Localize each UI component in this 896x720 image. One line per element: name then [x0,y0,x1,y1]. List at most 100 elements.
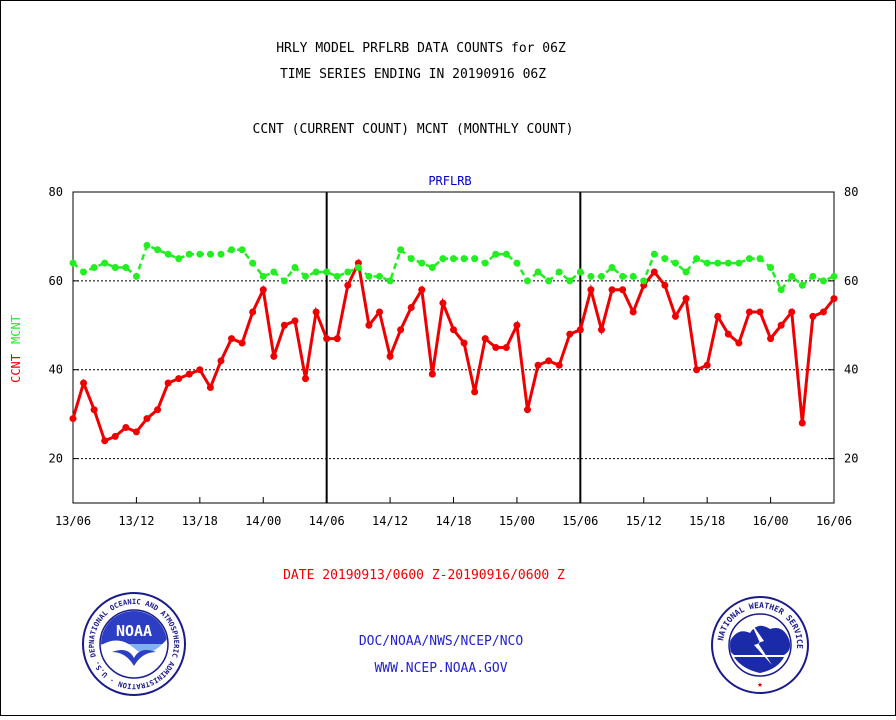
x-tick-label: 15/18 [689,514,725,528]
y-tick-label-right: 80 [844,185,858,199]
data-point-ccnt [418,286,426,294]
data-point-mcnt [132,272,140,280]
data-point-mcnt [830,272,838,280]
data-point-ccnt [735,339,743,347]
x-tick-label: 13/12 [118,514,154,528]
data-point-ccnt [365,321,373,329]
data-point-ccnt [587,286,595,294]
data-point-mcnt [111,264,119,272]
data-point-ccnt [693,366,701,374]
svg-text:★: ★ [757,680,763,690]
data-point-ccnt [407,304,415,312]
data-point-mcnt [629,272,637,280]
series-ccnt [69,258,838,445]
data-point-mcnt [745,255,753,263]
x-tick-label: 14/18 [435,514,471,528]
series-mcnt [69,241,838,294]
data-point-mcnt [228,246,236,254]
data-point-ccnt [830,295,838,303]
data-point-ccnt [386,352,394,360]
footer-org[interactable]: DOC/NOAA/NWS/NCEP/NCO [359,634,524,649]
x-tick-label: 15/00 [499,514,535,528]
data-point-mcnt [693,255,701,263]
data-point-mcnt [545,277,553,285]
data-point-ccnt [291,317,299,325]
data-point-mcnt [196,250,204,258]
data-point-ccnt [270,352,278,360]
title-line-1: HRLY MODEL PRFLRB DATA COUNTS for 06Z [276,41,566,56]
data-point-ccnt [661,281,669,289]
data-point-ccnt [132,428,140,436]
data-point-ccnt [206,383,214,391]
data-point-mcnt [80,268,88,276]
data-point-ccnt [312,308,320,316]
data-point-mcnt [597,272,605,280]
axis-ticks: 20 20 40 40 60 60 80 80 13/06 13/12 13/18 14/00 14/0… [49,185,859,528]
data-point-mcnt [238,246,246,254]
footer-url[interactable]: WWW.NCEP.NOAA.GOV [374,661,507,676]
data-point-mcnt [492,250,500,258]
data-point-ccnt [302,375,310,383]
data-point-mcnt [502,250,510,258]
data-point-mcnt [767,264,775,272]
data-point-ccnt [566,330,574,338]
data-point-ccnt [671,312,679,320]
y-axis-label-ccnt: CCNT [9,354,23,383]
data-point-ccnt [629,308,637,316]
data-point-ccnt [175,375,183,383]
data-point-ccnt [682,295,690,303]
data-point-ccnt [576,326,584,334]
x-tick-label: 14/12 [372,514,408,528]
data-point-mcnt [291,264,299,272]
data-point-mcnt [661,255,669,263]
y-tick-label-right: 40 [844,363,858,377]
data-point-mcnt [608,264,616,272]
data-point-mcnt [354,264,362,272]
data-point-mcnt [566,277,574,285]
data-point-mcnt [735,259,743,267]
data-point-mcnt [280,277,288,285]
y-axis-label-mcnt: MCNT [9,315,23,344]
data-point-mcnt [523,277,531,285]
data-point-ccnt [69,415,77,423]
data-point-mcnt [376,272,384,280]
data-point-mcnt [69,259,77,267]
data-point-mcnt [217,250,225,258]
data-point-ccnt [228,335,236,343]
x-tick-label: 15/12 [626,514,662,528]
y-tick-label-left: 20 [49,452,63,466]
panel-title: PRFLRB [428,174,471,188]
data-point-mcnt [703,259,711,267]
data-point-ccnt [280,321,288,329]
data-point-mcnt [143,241,151,249]
data-point-ccnt [724,330,732,338]
data-point-ccnt [90,406,98,414]
data-point-mcnt [312,268,320,276]
x-tick-label: 16/06 [816,514,852,528]
data-point-ccnt [323,335,331,343]
data-point-ccnt [101,437,109,445]
y-tick-label-right: 20 [844,452,858,466]
data-point-mcnt [90,264,98,272]
data-point-mcnt [418,259,426,267]
data-point-ccnt [376,308,384,316]
data-point-ccnt [164,379,172,387]
x-tick-label: 13/18 [182,514,218,528]
data-point-mcnt [450,255,457,263]
data-point-ccnt [185,370,193,378]
data-point-ccnt [809,312,817,320]
series-line-ccnt [71,258,836,443]
data-point-ccnt [397,326,405,334]
nws-seal-icon: NATIONAL WEATHER SERVICE ★ [711,596,809,694]
x-tick-label: 14/00 [245,514,281,528]
data-point-mcnt [101,259,109,267]
data-point-mcnt [302,272,310,280]
data-point-mcnt [619,272,627,280]
data-point-mcnt [344,268,352,276]
data-point-mcnt [397,246,405,254]
series-layer [69,241,838,445]
data-point-mcnt [175,255,183,263]
data-point-mcnt [206,250,214,258]
x-tick-label: 13/06 [55,514,91,528]
